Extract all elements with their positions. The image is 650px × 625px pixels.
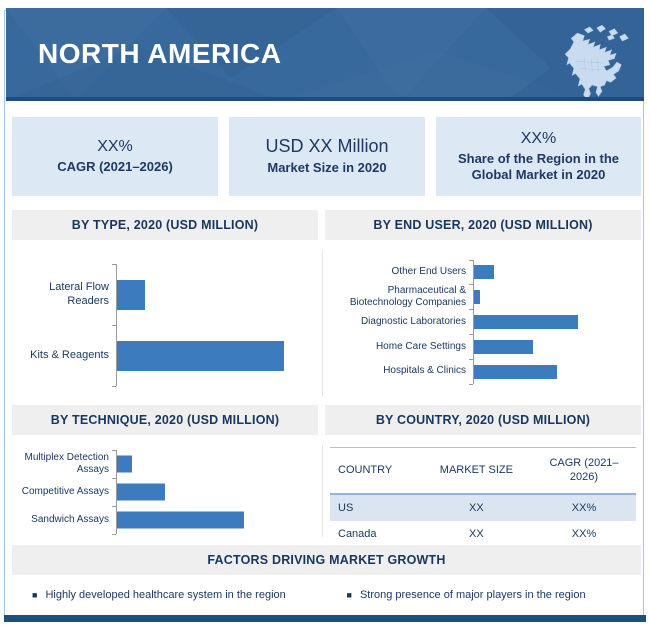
square-bullet-icon: ■ [32,589,38,600]
panel-divider [322,250,323,396]
country-table-cell: XX [469,501,484,514]
chart-plot-area [469,334,637,360]
bar-kits-reagents [117,340,284,371]
chart-category-label: Lateral Flow Readers [49,280,109,307]
chart-row: Diagnostic Laboratories [327,309,637,335]
chart-plot-area [469,309,637,335]
stat-cagr-label: CAGR (2021–2026) [57,158,173,174]
header-bottom-strip [6,97,644,101]
factor-text: Highly developed healthcare system in th… [45,589,286,601]
chart-plot-area [112,449,316,478]
country-table-cell: XX% [571,527,597,540]
bar-home-care-settings [474,339,533,354]
chart-row: Home Care Settings [327,334,637,360]
bar-multiplex-detection-assays [117,455,132,473]
stat-market-size-label: Market Size in 2020 [267,160,387,176]
country-table-cell: US [338,501,354,514]
stat-market-size-value: USD XX Million [265,136,389,157]
bar-pharmaceutical-biotechnology-companies [474,290,480,305]
chart-by-end-user: Other End Users Pharmaceutical & Biotechn… [327,259,637,385]
chart-plot-area [112,263,316,325]
chart-by-technique: Multiplex Detection Assays Competitive As… [14,449,316,535]
stat-cagr-value: XX% [97,137,133,155]
page-title: NORTH AMERICA [38,38,282,69]
chart-plot-area [469,358,637,385]
stat-market-size: USD XX Million Market Size in 2020 [229,117,425,196]
chart-category-label: Sandwich Assays [31,513,109,525]
country-table-head: COUNTRY MARKET SIZE CAGR (2021–2026) [330,447,636,494]
chart-row: Kits & Reagents [14,324,316,387]
panel-divider [322,445,323,537]
panel-title-by-technique: BY TECHNIQUE, 2020 (USD MILLION) [12,405,318,435]
country-table-cell: XX% [571,501,597,514]
region-header: NORTH AMERICA [6,8,644,101]
chart-category-label: Other End Users [391,266,466,278]
chart-category-label: Multiplex Detection Assays [24,451,109,476]
country-table-cell: XX [469,527,484,540]
chart-row: Hospitals & Clinics [327,358,637,385]
chart-plot-area [112,324,316,387]
chart-plot-area [469,284,637,310]
square-bullet-icon: ■ [346,589,352,600]
country-table-row: Canada XX XX% [330,521,636,548]
country-table-header: COUNTRY [338,464,393,477]
factor-item: ■ Strong presence of major players in th… [327,589,642,601]
stat-cagr: XX% CAGR (2021–2026) [12,117,218,196]
country-table-header: CAGR (2021–2026) [549,457,619,484]
factor-item: ■ Highly developed healthcare system in … [12,589,327,601]
bar-hospitals-clinics [474,364,557,379]
chart-by-type: Lateral Flow Readers Kits & Reagents [14,263,316,387]
chart-category-label: Competitive Assays [21,485,109,497]
panel-title-by-end-user: BY END USER, 2020 (USD MILLION) [325,210,641,240]
factors-title: FACTORS DRIVING MARKET GROWTH [12,545,641,575]
chart-row: Pharmaceutical & Biotechnology Companies [327,284,637,310]
chart-row: Competitive Assays [14,477,316,506]
bar-competitive-assays [117,483,165,501]
chart-plot-area [112,477,316,506]
country-table-row: US XX XX% [330,493,636,521]
panel-title-by-type: BY TYPE, 2020 (USD MILLION) [12,210,318,240]
bar-sandwich-assays [117,511,244,529]
bar-other-end-users [474,265,494,280]
chart-category-label: Pharmaceutical & Biotechnology Companies [349,284,466,309]
bottom-accent-bar [4,615,646,622]
stat-share-label: Share of the Region in the Global Market… [457,150,620,182]
country-table-header: MARKET SIZE [439,464,513,477]
factor-text: Strong presence of major players in the … [359,589,586,601]
bar-diagnostic-laboratories [474,315,578,330]
country-table: COUNTRY MARKET SIZE CAGR (2021–2026) US XX X… [330,447,636,549]
stat-share-value: XX% [520,129,557,147]
chart-row: Lateral Flow Readers [14,263,316,325]
country-table-cell: Canada [338,527,377,540]
chart-plot-area [112,505,316,535]
factors-list: ■ Highly developed healthcare system in … [12,578,641,612]
chart-category-label: Diagnostic Laboratories [360,315,466,327]
chart-category-label: Kits & Reagents [30,348,109,361]
bar-lateral-flow-readers [117,279,145,310]
chart-plot-area [469,259,637,285]
stat-share: XX% Share of the Region in the Global Ma… [436,117,641,196]
north-america-map-icon [564,24,629,101]
chart-row: Multiplex Detection Assays [14,449,316,478]
chart-row: Sandwich Assays [14,505,316,535]
panel-title-by-country: BY COUNTRY, 2020 (USD MILLION) [325,405,641,435]
chart-row: Other End Users [327,259,637,285]
chart-category-label: Home Care Settings [375,340,466,352]
chart-category-label: Hospitals & Clinics [383,365,466,377]
